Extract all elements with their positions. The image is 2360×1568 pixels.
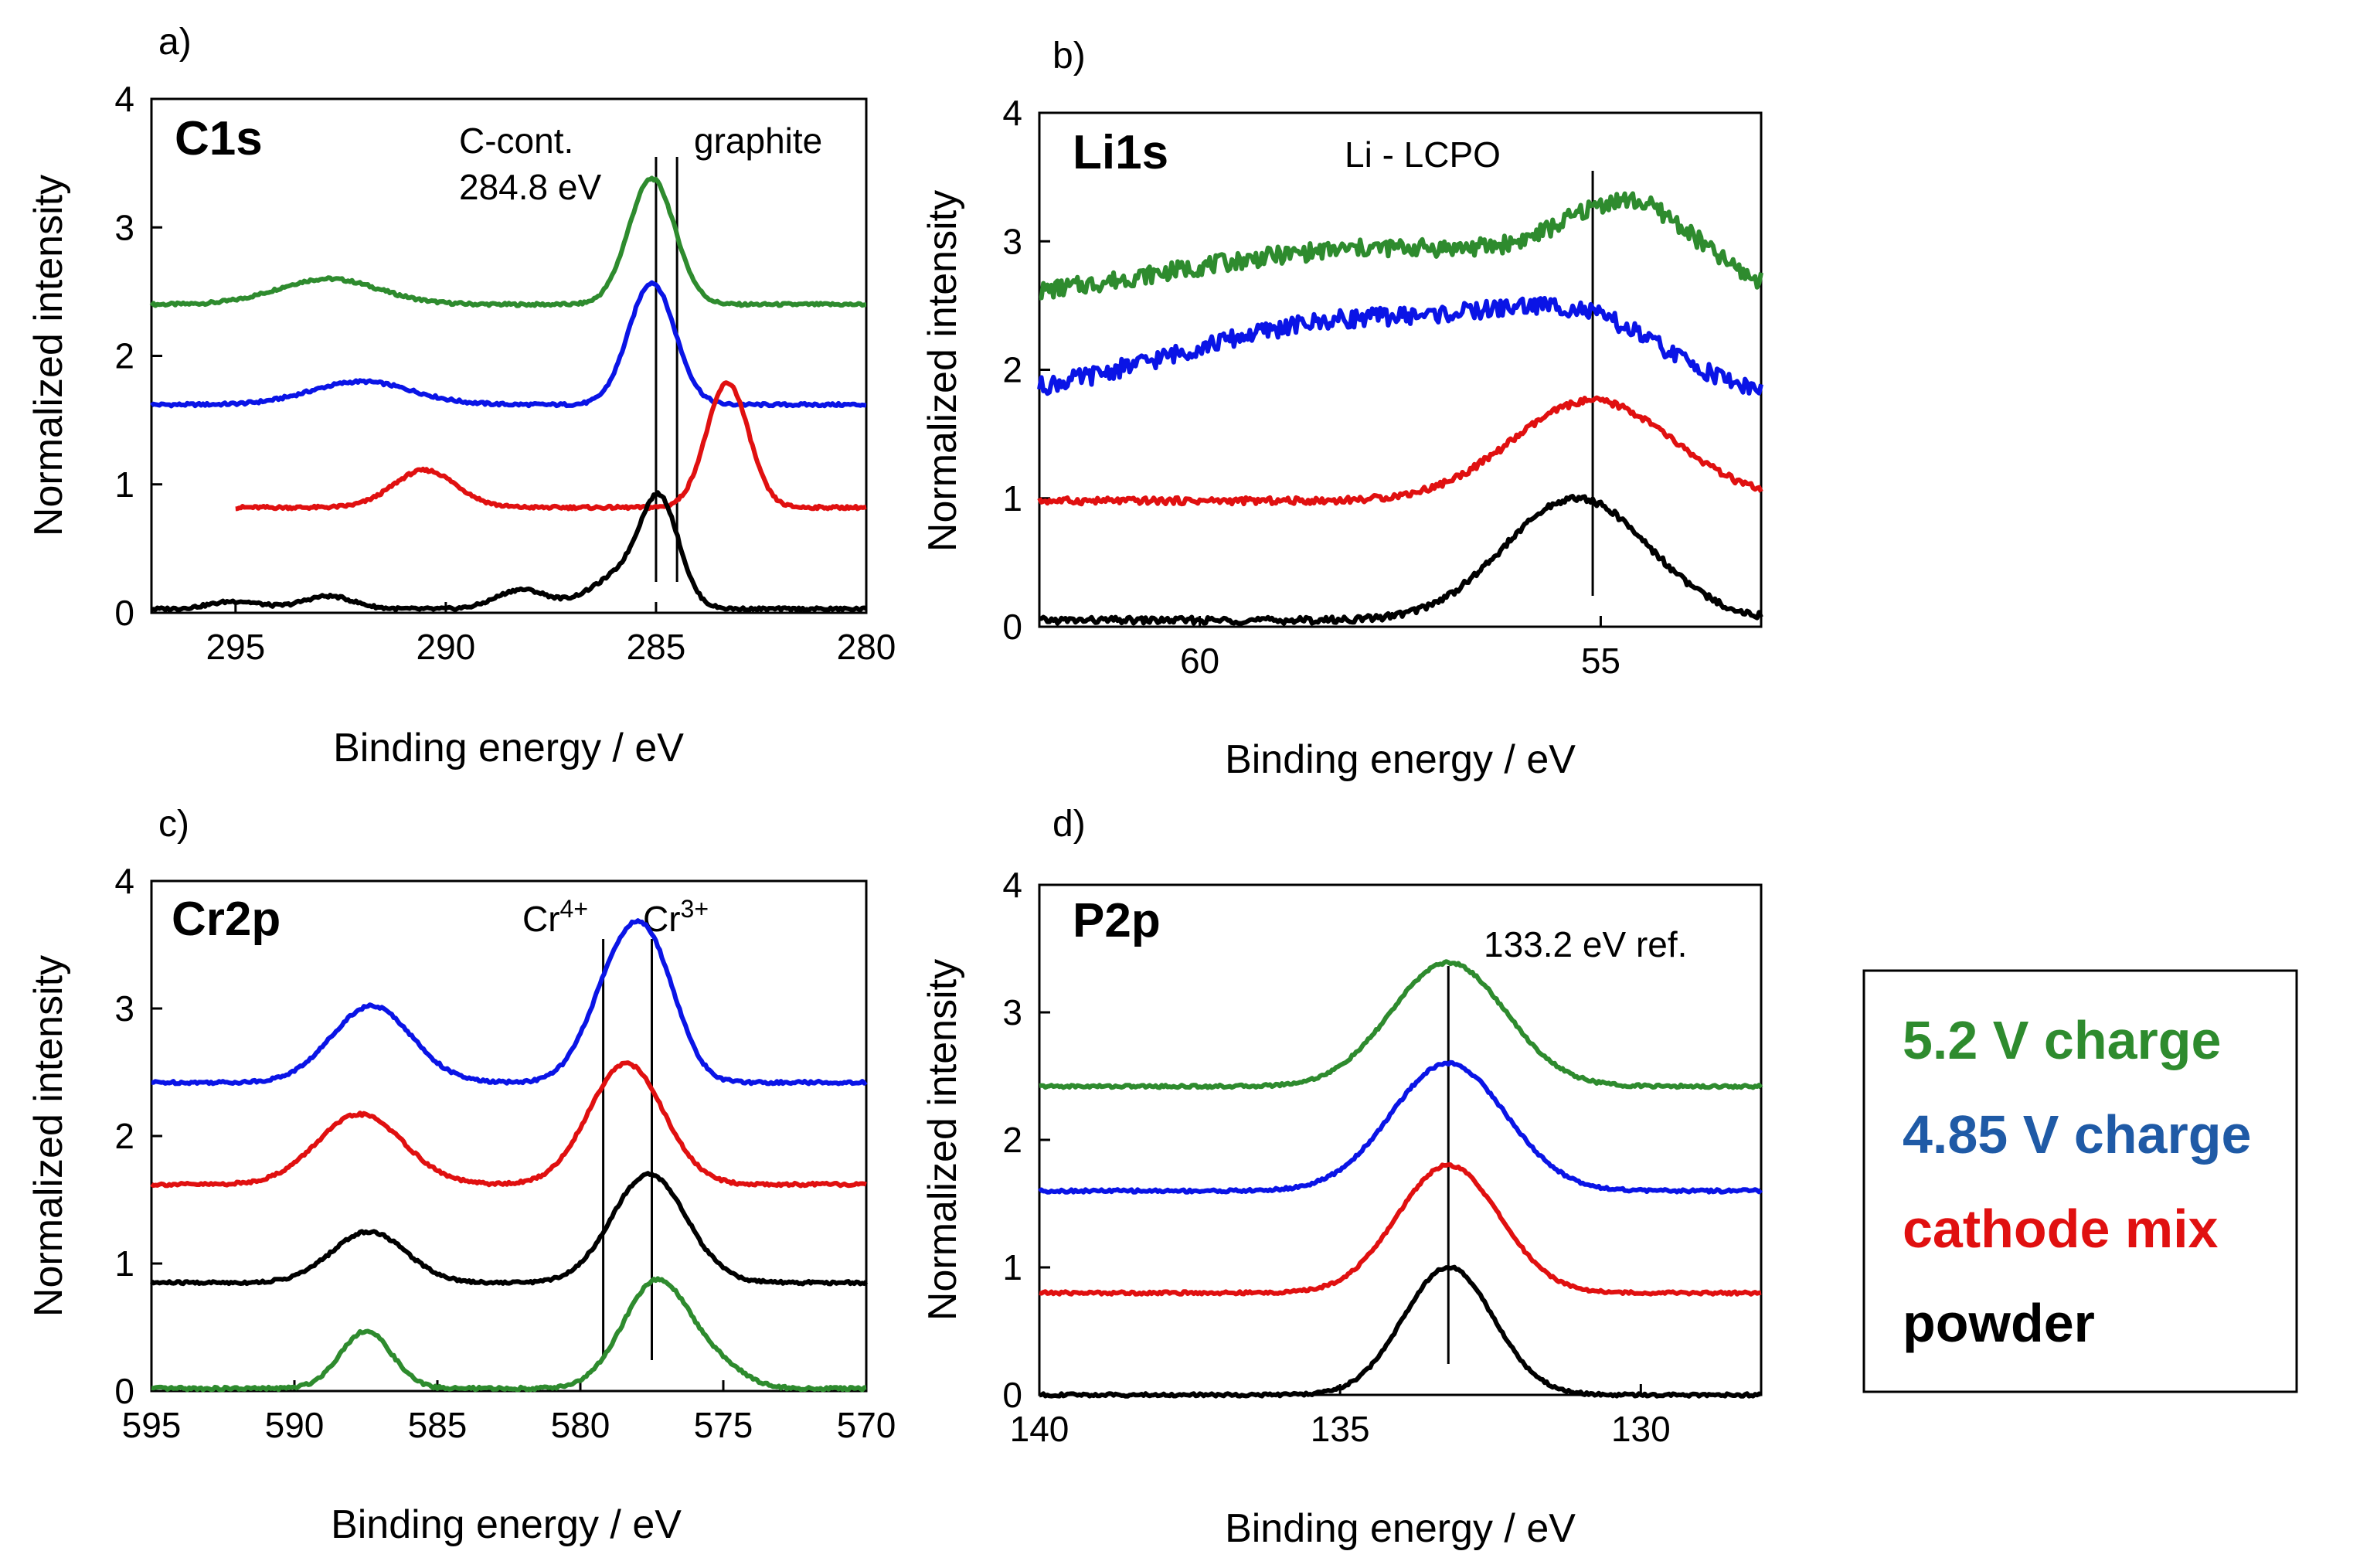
panel-b-ytick-label-2: 2 (1002, 350, 1022, 390)
panel-a-ytick-label-0: 0 (114, 593, 134, 633)
panel-b-xtick-label-60: 60 (1180, 641, 1219, 681)
panel-d-series (1038, 959, 1763, 1399)
panel-b-y-axis-label: Normalized intensity (920, 190, 965, 552)
panel-d-ytick-label-3: 3 (1002, 992, 1022, 1032)
panel-d-ytick-label-1: 1 (1002, 1247, 1022, 1287)
panel-d-xtick-label-140: 140 (1010, 1409, 1069, 1449)
panel-a-ytick-label-2: 2 (114, 336, 134, 376)
panel-d-ticks: 0 1 2 3 4 140 135 130 (1002, 865, 1670, 1449)
panel-a-xtick-label-295: 295 (206, 627, 265, 667)
panel-a-xtick-label-285: 285 (627, 627, 686, 667)
panel-b-ytick-label-1: 1 (1002, 478, 1022, 519)
panel-b-series-4-85-v-charge (1037, 296, 1763, 396)
panel-c-ytick-label-1: 1 (114, 1243, 134, 1284)
panel-c-series-4-85-v-charge (151, 918, 868, 1087)
panel-c-annotation-cr4-sup: 4+ (560, 895, 588, 923)
panel-a-series-5-2-v-charge (149, 175, 867, 308)
panel-c-xtick-label-595: 595 (122, 1405, 182, 1445)
panel-b-x-axis-label: Binding energy / eV (1225, 737, 1576, 782)
panel-c-y-axis-label: Normalized intensity (26, 955, 71, 1317)
panel-a-ytick-label-1: 1 (114, 464, 134, 505)
panel-c-xtick-label-575: 575 (694, 1405, 753, 1445)
panel-a-y-axis-label: Normalized intensity (26, 175, 71, 536)
panel-d-xtick-label-135: 135 (1311, 1409, 1370, 1449)
panel-c-ytick-label-4: 4 (114, 861, 134, 901)
panel-c-xtick-label-570: 570 (837, 1405, 896, 1445)
panel-b: b) Li1s Li - LCPO Binding energy / eV No… (920, 36, 1763, 782)
panel-a-xtick-label-280: 280 (837, 627, 896, 667)
panel-c-series-5-2-v-charge (151, 1276, 867, 1393)
panel-b-ytick-label-4: 4 (1002, 93, 1022, 133)
panel-c-series-powder (150, 1171, 869, 1287)
panel-b-xtick-label-55: 55 (1581, 641, 1620, 681)
panel-b-annotation-li-lcpo: Li - LCPO (1345, 134, 1501, 175)
panel-c-series (150, 918, 869, 1393)
panel-a-x-axis-label: Binding energy / eV (333, 726, 684, 770)
panel-c-annotation-cr3-sup: 3+ (681, 895, 709, 923)
panel-d-ytick-label-4: 4 (1002, 865, 1022, 905)
panel-c-annotation-cr4-base: Cr (522, 899, 560, 939)
panel-b-ytick-label-3: 3 (1002, 221, 1022, 261)
panel-c-annotation-cr4: Cr4+ (522, 895, 588, 939)
panel-c-ytick-label-2: 2 (114, 1116, 134, 1156)
panel-c-ticks: 0 1 2 3 4 595 590 585 580 575 570 (114, 861, 896, 1445)
panel-a-ticks: 0 1 2 3 4 295 290 285 280 (114, 79, 896, 667)
panel-c-core-label: Cr2p (172, 893, 281, 946)
panel-b-ytick-label-0: 0 (1002, 607, 1022, 647)
panel-b-letter: b) (1052, 36, 1086, 77)
panel-d-ytick-label-2: 2 (1002, 1120, 1022, 1160)
panel-c-series-cathode-mix (150, 1060, 867, 1189)
panel-d: d) P2p 133.2 eV ref. Binding energy / eV… (920, 804, 1763, 1551)
legend-item-5-2v-charge: 5.2 V charge (1903, 1010, 2221, 1070)
panel-d-y-axis-label: Normalized intensity (920, 959, 965, 1321)
panel-c-xtick-label-580: 580 (551, 1405, 610, 1445)
panel-d-ytick-label-0: 0 (1002, 1375, 1022, 1415)
legend-item-cathode-mix: cathode mix (1903, 1199, 2219, 1259)
panel-c-xtick-label-590: 590 (265, 1405, 325, 1445)
panel-a-series (149, 175, 868, 613)
panel-b-ticks: 0 1 2 3 4 60 55 (1002, 93, 1620, 681)
legend-box (1862, 969, 2298, 1393)
panel-d-core-label: P2p (1073, 894, 1161, 947)
panel-a-core-label: C1s (175, 112, 263, 165)
legend-item-4-85v-charge: 4.85 V charge (1903, 1104, 2251, 1165)
legend: 5.2 V charge 4.85 V charge cathode mix p… (1862, 969, 2298, 1393)
panel-c: c) Cr2p Cr4+ Cr3+ Binding energy / eV No… (26, 804, 896, 1547)
panel-a-series-powder (151, 490, 868, 613)
panel-a-series-4-85-v-charge (150, 280, 867, 409)
panel-d-series-4-85-v-charge (1038, 1060, 1763, 1195)
panel-d-x-axis-label: Binding energy / eV (1225, 1506, 1576, 1551)
panel-c-x-axis-label: Binding energy / eV (331, 1502, 682, 1547)
panel-a-annotation-graphite: graphite (694, 121, 822, 161)
panel-a-annotation-ccont: C-cont. (459, 121, 573, 161)
panel-a-ytick-label-4: 4 (114, 79, 134, 119)
panel-a: a) C1s C-cont. 284.8 eV graphite Binding… (26, 22, 896, 770)
panel-c-reference-lines (602, 939, 653, 1360)
panel-b-series-5-2-v-charge (1039, 191, 1763, 301)
panel-a-annotation-energy: 284.8 eV (459, 167, 601, 207)
panel-d-annotation-ref: 133.2 eV ref. (1484, 924, 1687, 964)
legend-item-powder: powder (1903, 1293, 2095, 1353)
panel-d-series-cathode-mix (1039, 1162, 1762, 1297)
panel-d-letter: d) (1052, 804, 1086, 845)
panel-b-series-cathode-mix (1037, 395, 1763, 507)
panel-a-letter: a) (158, 22, 192, 63)
panel-a-ytick-label-3: 3 (114, 207, 134, 247)
panel-b-series (1037, 191, 1763, 626)
panel-d-series-powder (1039, 1264, 1763, 1399)
panel-c-letter: c) (158, 804, 189, 845)
panel-a-series-cathode-mix (235, 380, 867, 512)
panel-d-xtick-label-130: 130 (1611, 1409, 1671, 1449)
panel-c-xtick-label-585: 585 (408, 1405, 468, 1445)
panel-b-series-powder (1039, 494, 1763, 626)
panel-c-annotation-cr3: Cr3+ (643, 895, 709, 939)
panel-d-series-5-2-v-charge (1039, 959, 1763, 1090)
panel-c-ytick-label-3: 3 (114, 988, 134, 1029)
panel-a-xtick-label-290: 290 (417, 627, 476, 667)
panel-c-ytick-label-0: 0 (114, 1371, 134, 1411)
panel-c-plot-frame (150, 879, 868, 1393)
panel-b-core-label: Li1s (1073, 126, 1168, 179)
